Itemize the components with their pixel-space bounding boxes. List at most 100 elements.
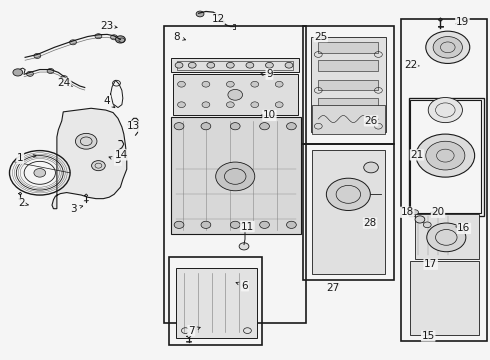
Text: 5: 5	[115, 155, 121, 165]
Bar	[318, 60, 378, 71]
Bar	[171, 58, 299, 72]
Bar	[318, 42, 378, 53]
Circle shape	[226, 62, 234, 68]
Bar	[311, 37, 386, 132]
Text: 21: 21	[410, 150, 424, 160]
Circle shape	[92, 161, 105, 171]
Circle shape	[416, 134, 475, 177]
Circle shape	[116, 36, 125, 43]
Bar	[409, 98, 485, 216]
Circle shape	[226, 81, 234, 87]
Circle shape	[251, 81, 259, 87]
Bar	[303, 26, 394, 144]
Text: 27: 27	[326, 283, 340, 293]
Circle shape	[13, 69, 23, 76]
Circle shape	[26, 71, 33, 76]
Circle shape	[230, 123, 240, 130]
Text: 23: 23	[100, 21, 114, 31]
Text: 12: 12	[212, 14, 225, 24]
Circle shape	[239, 243, 249, 250]
Circle shape	[216, 162, 255, 191]
Circle shape	[201, 221, 211, 228]
Circle shape	[260, 123, 270, 130]
Polygon shape	[116, 150, 119, 152]
Text: 10: 10	[263, 111, 276, 121]
Circle shape	[201, 123, 211, 130]
Text: 22: 22	[405, 60, 418, 70]
Circle shape	[175, 62, 183, 68]
Circle shape	[202, 102, 210, 108]
Circle shape	[188, 62, 196, 68]
Circle shape	[95, 34, 102, 39]
Bar	[171, 117, 301, 234]
Circle shape	[226, 102, 234, 108]
Circle shape	[230, 221, 240, 228]
Bar	[318, 98, 378, 108]
Bar	[169, 257, 262, 345]
Bar	[410, 261, 479, 335]
Circle shape	[412, 210, 418, 215]
Circle shape	[246, 62, 254, 68]
Text: 26: 26	[365, 116, 378, 126]
Circle shape	[228, 89, 243, 100]
Circle shape	[47, 68, 54, 73]
Circle shape	[275, 81, 283, 87]
Text: 14: 14	[115, 150, 128, 160]
Circle shape	[287, 221, 296, 228]
Text: 15: 15	[421, 331, 435, 341]
Bar	[410, 100, 481, 213]
Circle shape	[251, 102, 259, 108]
Circle shape	[177, 102, 185, 108]
Circle shape	[266, 62, 273, 68]
Text: 13: 13	[127, 121, 140, 131]
Text: 2: 2	[18, 198, 24, 208]
Text: 20: 20	[431, 207, 444, 217]
Circle shape	[326, 178, 370, 211]
Text: 4: 4	[104, 96, 111, 106]
Bar	[318, 80, 378, 90]
Text: 28: 28	[364, 218, 377, 228]
Text: 6: 6	[242, 281, 248, 291]
Circle shape	[177, 81, 185, 87]
Circle shape	[285, 62, 293, 68]
Circle shape	[364, 162, 378, 173]
Circle shape	[415, 216, 425, 223]
Circle shape	[426, 31, 470, 63]
Circle shape	[427, 223, 466, 252]
Circle shape	[34, 168, 46, 177]
Circle shape	[174, 221, 184, 228]
Circle shape	[70, 40, 76, 45]
Text: 9: 9	[266, 69, 273, 79]
Bar	[175, 268, 257, 338]
Circle shape	[61, 76, 68, 81]
Circle shape	[202, 81, 210, 87]
Circle shape	[196, 11, 204, 17]
Text: 16: 16	[457, 224, 470, 233]
Circle shape	[34, 53, 41, 58]
Circle shape	[174, 123, 184, 130]
Circle shape	[433, 37, 463, 58]
Circle shape	[428, 98, 463, 123]
Polygon shape	[52, 108, 127, 209]
Text: 18: 18	[401, 207, 414, 217]
Bar	[401, 19, 487, 341]
Circle shape	[207, 62, 215, 68]
Text: 11: 11	[241, 222, 254, 231]
Bar	[172, 74, 298, 116]
Text: 8: 8	[173, 32, 180, 41]
Text: 17: 17	[424, 259, 437, 269]
Text: 7: 7	[188, 325, 195, 336]
Text: 24: 24	[58, 78, 71, 88]
Circle shape	[260, 221, 270, 228]
Circle shape	[426, 141, 465, 170]
Bar	[312, 105, 385, 134]
Bar	[318, 116, 378, 126]
Circle shape	[275, 102, 283, 108]
Circle shape	[111, 35, 118, 40]
Text: 19: 19	[456, 17, 469, 27]
Bar	[415, 214, 479, 259]
Bar	[312, 150, 385, 274]
Circle shape	[287, 123, 296, 130]
Bar	[303, 144, 394, 280]
Circle shape	[75, 134, 97, 149]
